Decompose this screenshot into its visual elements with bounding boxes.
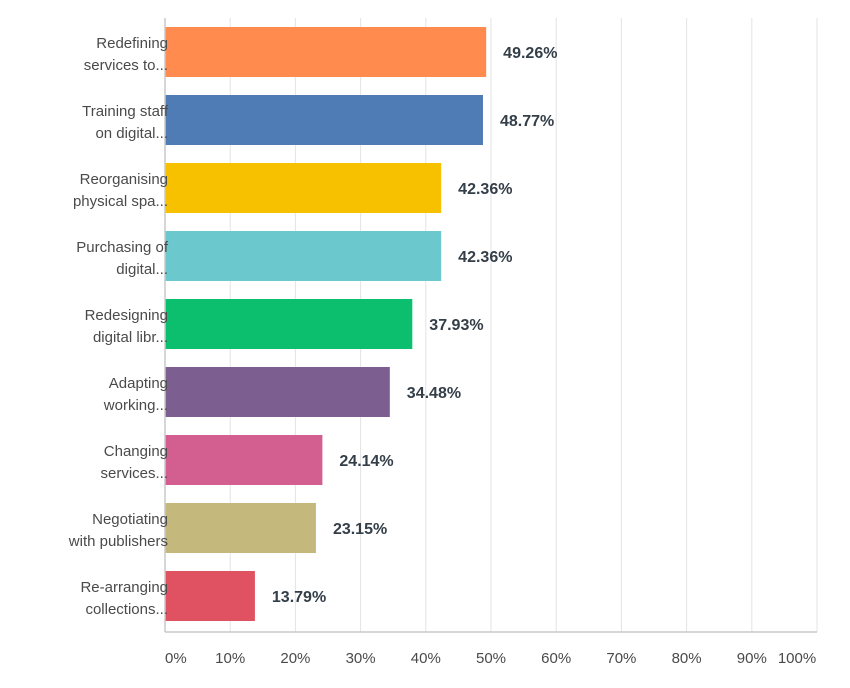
- x-tick-label-60: 60%: [541, 650, 571, 667]
- x-tick-label-0: 0%: [165, 650, 187, 667]
- value-label-3: 42.36%: [458, 181, 512, 198]
- x-tick-label-70: 70%: [606, 650, 636, 667]
- value-label-4: 42.36%: [458, 249, 512, 266]
- category-label-3: Reorganising physical spa...: [73, 171, 168, 210]
- x-tick-label-50: 50%: [476, 650, 506, 667]
- x-tick-label-10: 10%: [215, 650, 245, 667]
- category-label-line: services...: [100, 465, 168, 482]
- x-tick-label-100: 100%: [778, 650, 816, 667]
- category-label-5: Redesigning digital libr...: [85, 307, 168, 346]
- x-tick-label-90: 90%: [737, 650, 767, 667]
- bar-8[interactable]: [165, 503, 316, 553]
- category-label-1: Redefining services to...: [84, 35, 168, 74]
- category-label-8: Negotiating with publishers: [68, 511, 168, 550]
- x-tick-label-20: 20%: [280, 650, 310, 667]
- value-label-8: 23.15%: [333, 521, 387, 538]
- category-label-line: on digital...: [95, 125, 168, 142]
- category-label-line: collections...: [85, 601, 168, 618]
- bar-6[interactable]: [165, 367, 390, 417]
- bar-5[interactable]: [165, 299, 413, 349]
- value-label-7: 24.14%: [339, 453, 393, 470]
- category-label-4: Purchasing of digital...: [76, 239, 169, 278]
- category-label-line: Redefining: [96, 35, 168, 52]
- category-label-line: Purchasing of: [76, 239, 169, 256]
- value-label-2: 48.77%: [500, 113, 554, 130]
- value-label-9: 13.79%: [272, 589, 326, 606]
- axis-layer: [164, 18, 817, 633]
- bar-1[interactable]: [165, 27, 487, 77]
- bar-7[interactable]: [165, 435, 323, 485]
- labels-layer: 49.26% Redefining services to... 48.77% Trai…: [68, 35, 816, 667]
- category-label-line: Re-arranging: [80, 579, 168, 596]
- category-label-2: Training staff on digital...: [82, 103, 169, 142]
- category-label-line: physical spa...: [73, 193, 168, 210]
- category-label-line: with publishers: [68, 533, 168, 550]
- bar-9[interactable]: [165, 571, 255, 621]
- category-label-6: Adapting working...: [103, 375, 168, 414]
- category-label-line: working...: [103, 397, 168, 414]
- bar-4[interactable]: [165, 231, 442, 281]
- x-tick-label-80: 80%: [672, 650, 702, 667]
- bar-2[interactable]: [165, 95, 483, 145]
- value-label-6: 34.48%: [407, 385, 461, 402]
- category-label-line: digital...: [116, 261, 168, 278]
- x-tick-label-40: 40%: [411, 650, 441, 667]
- category-label-line: digital libr...: [93, 329, 168, 346]
- category-label-line: services to...: [84, 57, 168, 74]
- category-label-line: Training staff: [82, 103, 169, 120]
- category-label-line: Adapting: [109, 375, 168, 392]
- category-label-line: Negotiating: [92, 511, 168, 528]
- value-label-5: 37.93%: [429, 317, 483, 334]
- category-label-9: Re-arranging collections...: [80, 579, 168, 618]
- category-label-line: Redesigning: [85, 307, 168, 324]
- category-label-7: Changing services...: [100, 443, 168, 482]
- value-label-1: 49.26%: [503, 45, 557, 62]
- category-label-line: Changing: [104, 443, 168, 460]
- bars-layer: [165, 27, 487, 621]
- category-label-line: Reorganising: [80, 171, 168, 188]
- x-tick-label-30: 30%: [346, 650, 376, 667]
- bar-3[interactable]: [165, 163, 442, 213]
